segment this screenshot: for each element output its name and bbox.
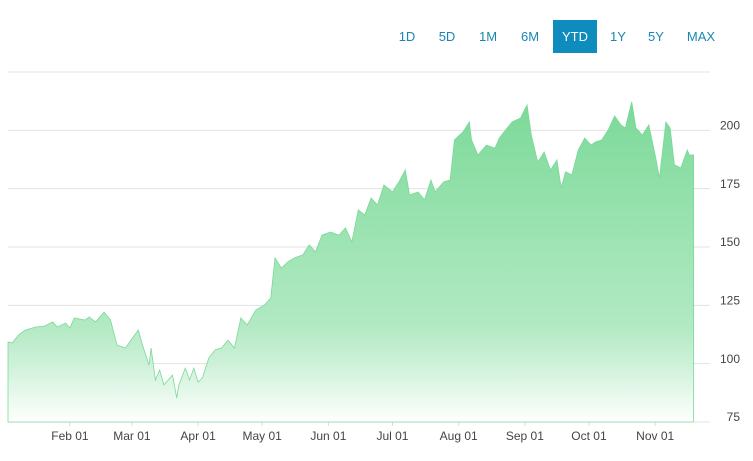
range-button[interactable]: 6M xyxy=(520,29,540,44)
range-button[interactable]: MAX xyxy=(686,29,716,44)
x-tick-label: Apr 01 xyxy=(180,429,216,443)
x-tick-label: Feb 01 xyxy=(51,429,89,443)
y-tick-label: 175 xyxy=(720,177,740,191)
y-tick-label: 75 xyxy=(727,410,741,424)
range-button[interactable]: 5D xyxy=(438,29,456,44)
x-tick-label: May 01 xyxy=(242,429,282,443)
x-tick-label: Oct 01 xyxy=(571,429,607,443)
y-tick-label: 125 xyxy=(720,294,740,308)
range-button[interactable]: 1D xyxy=(398,29,416,44)
y-tick-label: 200 xyxy=(720,119,740,133)
y-tick-label: 150 xyxy=(720,235,740,249)
range-button[interactable]: 1M xyxy=(478,29,498,44)
x-tick-label: Aug 01 xyxy=(440,429,478,443)
x-tick-label: Jun 01 xyxy=(310,429,346,443)
range-button[interactable]: 1Y xyxy=(610,29,626,44)
x-tick-label: Sep 01 xyxy=(506,429,544,443)
area xyxy=(7,101,695,423)
x-tick-label: Nov 01 xyxy=(636,429,674,443)
y-tick-label: 100 xyxy=(720,352,740,366)
x-tick-label: Jul 01 xyxy=(376,429,408,443)
x-tick-label: Mar 01 xyxy=(113,429,151,443)
range-button[interactable]: 5Y xyxy=(648,29,664,44)
range-button[interactable]: YTD xyxy=(553,20,597,53)
